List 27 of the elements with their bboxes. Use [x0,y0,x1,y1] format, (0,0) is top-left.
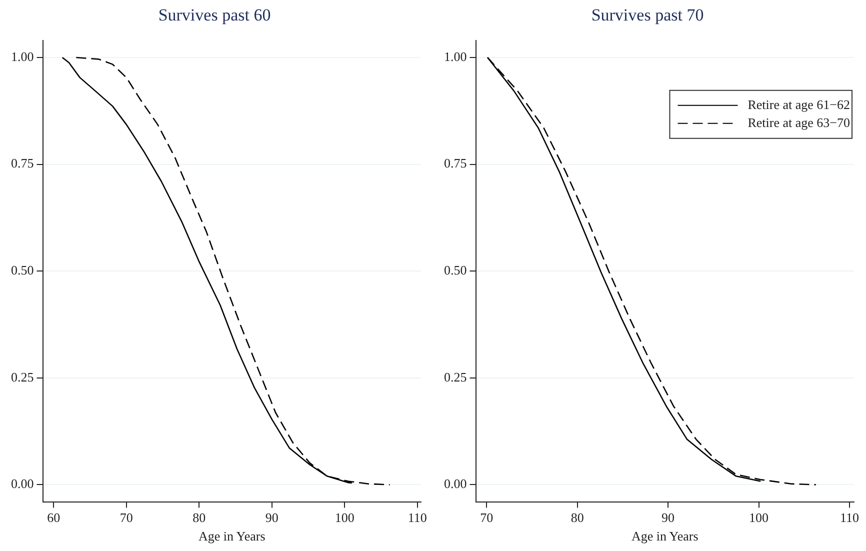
y-tick-label: 0.50 [444,262,467,278]
legend-label: Retire at age 63−70 [748,114,850,130]
legend-label: Retire at age 61−62 [748,96,850,112]
y-tick-label: 1.00 [444,48,467,64]
x-tick-label: 90 [265,510,278,526]
x-tick-label: 90 [662,510,675,526]
x-axis-title: Age in Years [198,528,266,544]
x-axis-title: Age in Years [631,528,698,544]
y-tick-label: 0.25 [11,369,34,384]
x-tick-label: 110 [408,510,427,526]
y-tick-label: 0.25 [444,369,467,384]
x-tick-label: 70 [480,510,494,526]
y-tick-label: 0.00 [444,476,467,492]
x-tick-label: 60 [47,510,60,526]
x-tick-label: 100 [749,510,769,526]
y-tick-label: 0.75 [11,156,34,171]
x-tick-label: 110 [840,510,859,526]
y-tick-label: 0.75 [444,156,467,171]
y-tick-label: 1.00 [11,48,34,64]
y-tick-label: 0.00 [11,476,34,492]
chart-title: Survives past 60 [158,6,271,25]
x-tick-label: 80 [570,510,584,526]
x-tick-label: 100 [334,510,354,526]
y-tick-label: 0.50 [11,262,34,278]
x-tick-label: 80 [192,510,206,526]
chart-title: Survives past 70 [591,6,704,25]
x-tick-label: 70 [120,510,133,526]
